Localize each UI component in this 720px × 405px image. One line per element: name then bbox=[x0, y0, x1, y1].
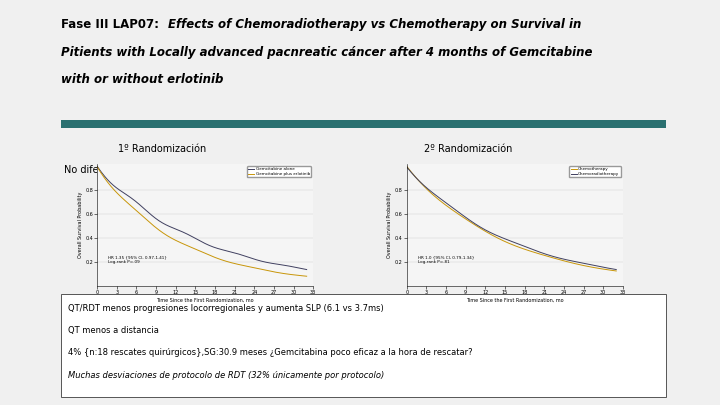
Text: with or without erlotinib: with or without erlotinib bbox=[61, 73, 224, 86]
Y-axis label: Overall Survival Probability: Overall Survival Probability bbox=[387, 192, 392, 258]
Text: Fase III LAP07:: Fase III LAP07: bbox=[61, 18, 163, 31]
Text: HR 1.0 {95% CI, 0.79-1.34}
Log-rank P=.81: HR 1.0 {95% CI, 0.79-1.34} Log-rank P=.8… bbox=[418, 255, 474, 264]
Text: QT 16.5 ms: QT 16.5 ms bbox=[440, 207, 496, 217]
Text: 2º Randomización: 2º Randomización bbox=[424, 144, 512, 154]
Y-axis label: Overall Survival Probability: Overall Survival Probability bbox=[78, 192, 83, 258]
Legend: Gemcitabine alone, Gemcitabine plus erlotinib: Gemcitabine alone, Gemcitabine plus erlo… bbox=[247, 166, 311, 177]
Legend: Chemotherapy, Chemoradiotherapy: Chemotherapy, Chemoradiotherapy bbox=[570, 166, 621, 177]
Text: QT menos a distancia: QT menos a distancia bbox=[68, 326, 159, 335]
Text: 4% {n:18 rescates quirúrgicos},SG:30.9 meses ¿Gemcitabina poco eficaz a la hora : 4% {n:18 rescates quirúrgicos},SG:30.9 m… bbox=[68, 348, 473, 357]
Text: No diferencias: No diferencias bbox=[433, 165, 503, 175]
Text: 1º Randomización: 1º Randomización bbox=[118, 144, 206, 154]
Bar bbox=[61, 294, 666, 397]
X-axis label: Time Since the First Randomization, mo: Time Since the First Randomization, mo bbox=[466, 297, 564, 303]
Text: QT/RDT menos progresiones locorregionales y aumenta SLP (6.1 vs 3.7ms): QT/RDT menos progresiones locorregionale… bbox=[68, 304, 384, 313]
Bar bbox=[61, 120, 666, 128]
Text: gem/erlotinib {11,9 ms}: gem/erlotinib {11,9 ms} bbox=[102, 186, 222, 196]
Text: Muchas desviaciones de protocolo de RDT (32% únicamente por protocolo): Muchas desviaciones de protocolo de RDT … bbox=[68, 371, 384, 379]
Text: HR 1.35 {95% CI, 0.97-1.41}
Log-rank P=.09: HR 1.35 {95% CI, 0.97-1.41} Log-rank P=.… bbox=[108, 255, 167, 264]
Text: No diferencias SG entre gem {13 ms} o: No diferencias SG entre gem {13 ms} o bbox=[65, 165, 259, 175]
Text: Effects of Chemoradiotherapy vs Chemotherapy on Survival in: Effects of Chemoradiotherapy vs Chemothe… bbox=[168, 18, 581, 31]
Text: Pitients with Locally advanced pacnreatic cáncer after 4 months of Gemcitabine: Pitients with Locally advanced pacnreati… bbox=[61, 46, 593, 59]
X-axis label: Time Since the First Randomization, mo: Time Since the First Randomization, mo bbox=[156, 297, 254, 303]
Text: QT /RDT 15.2 meses: QT /RDT 15.2 meses bbox=[418, 186, 518, 196]
